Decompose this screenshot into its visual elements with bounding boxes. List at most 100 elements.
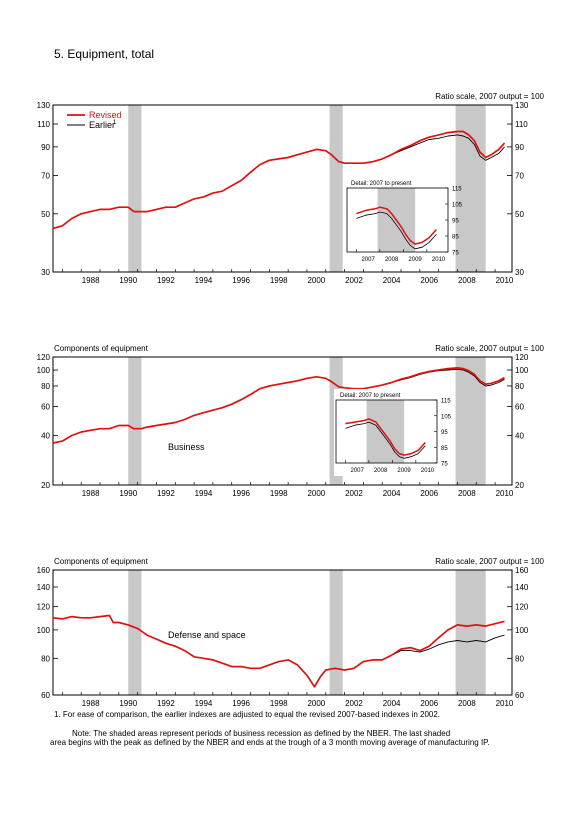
y-tick-label-left: 160 [37,566,51,575]
x-tick-label: 2000 [307,489,325,498]
x-tick-label: 1990 [119,699,137,708]
y-tick-label-left: 50 [41,210,50,219]
x-tick-label: 2002 [345,699,363,708]
note-line-1: Note: The shaded areas represent periods… [72,729,451,738]
y-tick-label-left: 120 [37,353,51,362]
inset-y-tick-label: 85 [452,235,459,241]
y-tick-label-right: 130 [515,101,529,110]
inset-y-tick-label: 95 [452,219,459,225]
y-tick-label-left: 100 [37,366,51,375]
x-tick-label: 1988 [82,276,100,285]
y-tick-label-right: 110 [515,120,528,129]
panel-label: Business [168,442,205,452]
scale-note: Ratio scale, 2007 output = 100 [435,344,544,353]
inset-x-tick-label: 2008 [385,257,399,263]
recession-band [455,105,486,272]
x-tick-label: 2008 [458,276,476,285]
x-tick-label: 2010 [496,276,514,285]
y-tick-label-left: 120 [37,603,51,612]
y-tick-label-left: 110 [37,120,50,129]
y-tick-label-right: 100 [515,366,529,375]
x-tick-label: 1996 [232,699,250,708]
x-tick-label: 2008 [458,489,476,498]
x-tick-label: 1994 [195,699,213,708]
y-tick-label-right: 140 [515,583,529,592]
footnote: 1. For ease of comparison, the earlier i… [54,710,441,719]
x-tick-label: 1998 [270,699,288,708]
x-tick-label: 2004 [383,276,401,285]
y-tick-label-left: 80 [41,654,50,663]
x-tick-label: 2008 [458,699,476,708]
x-tick-label: 1996 [232,276,250,285]
recession-band [455,570,486,695]
inset-y-tick-label: 115 [452,187,462,193]
x-tick-label: 1998 [270,489,288,498]
scale-note: Ratio scale, 2007 output = 100 [435,92,544,101]
y-tick-label-left: 60 [41,691,50,700]
y-tick-label-left: 130 [37,101,51,110]
x-tick-label: 2006 [420,489,438,498]
y-tick-label-right: 60 [515,403,524,412]
inset-x-tick-label: 2010 [432,257,446,263]
y-tick-label-right: 80 [515,382,524,391]
inset-chart: Detail: 2007 to present 75 85 95 105 115 2007 2… [345,177,463,265]
panel-label: Defense and space [168,630,246,640]
legend-label-earlier: Earlier [89,120,115,130]
series-line-earlier [52,615,505,688]
y-tick-label-left: 80 [41,382,50,391]
series-line-revised [52,614,505,688]
chart-panel-equipment-total: Ratio scale, 2007 output = 100 30 30 50 50 70… [37,92,545,285]
inset-x-tick-label: 2009 [408,257,422,263]
legend-label-revised: Revised [89,110,122,120]
y-tick-label-right: 40 [515,431,524,440]
recession-band [329,105,343,272]
scale-note: Ratio scale, 2007 output = 100 [435,557,544,566]
x-tick-label: 2000 [307,699,325,708]
y-tick-label-left: 140 [37,583,51,592]
recession-band [128,570,142,695]
x-tick-label: 1998 [270,276,288,285]
inset-x-tick-label: 2008 [374,468,388,474]
inset-x-tick-label: 2010 [421,468,435,474]
recession-band [329,570,343,695]
inset-series-line-earlier [345,421,426,459]
inset-y-tick-label: 115 [441,399,451,405]
series-line-revised [52,130,506,230]
page-title: 5. Equipment, total [54,47,155,61]
inset-y-tick-label: 85 [441,446,448,452]
x-tick-label: 1994 [195,489,213,498]
y-tick-label-right: 70 [515,172,524,181]
series-line-revised [52,367,505,444]
inset-y-tick-label: 75 [452,251,459,257]
y-tick-label-right: 100 [515,626,529,635]
x-tick-label: 2006 [420,699,438,708]
inset-y-tick-label: 105 [452,203,463,209]
x-tick-label: 2006 [420,276,438,285]
y-tick-label-left: 70 [41,172,50,181]
chart-panel-defense-and-space: Ratio scale, 2007 output = 100 Components… [37,557,545,708]
x-tick-label: 1994 [195,276,213,285]
x-tick-label: 2004 [383,489,401,498]
x-tick-label: 1990 [119,276,137,285]
inset-y-tick-label: 95 [441,430,448,436]
inset-title: Detail: 2007 to present [340,393,401,399]
x-tick-label: 1992 [157,276,175,285]
inset-series-line-earlier [356,211,437,250]
x-tick-label: 1988 [82,489,100,498]
y-tick-label-left: 40 [41,431,50,440]
y-tick-label-right: 160 [515,566,529,575]
y-tick-label-right: 50 [515,210,524,219]
x-tick-label: 2004 [383,699,401,708]
x-tick-label: 1990 [119,489,137,498]
x-tick-label: 2002 [345,489,363,498]
chart-title: Components of equipment [54,557,149,566]
y-tick-label-right: 20 [515,481,524,490]
recession-band [455,357,486,485]
inset-series-line-revised [345,418,426,456]
x-tick-label: 2002 [345,276,363,285]
y-tick-label-left: 20 [41,481,50,490]
y-tick-label-left: 100 [37,626,51,635]
y-tick-label-right: 60 [515,691,524,700]
chart-panel-business: Ratio scale, 2007 output = 100 Components… [37,344,545,498]
y-tick-label-right: 120 [515,603,529,612]
